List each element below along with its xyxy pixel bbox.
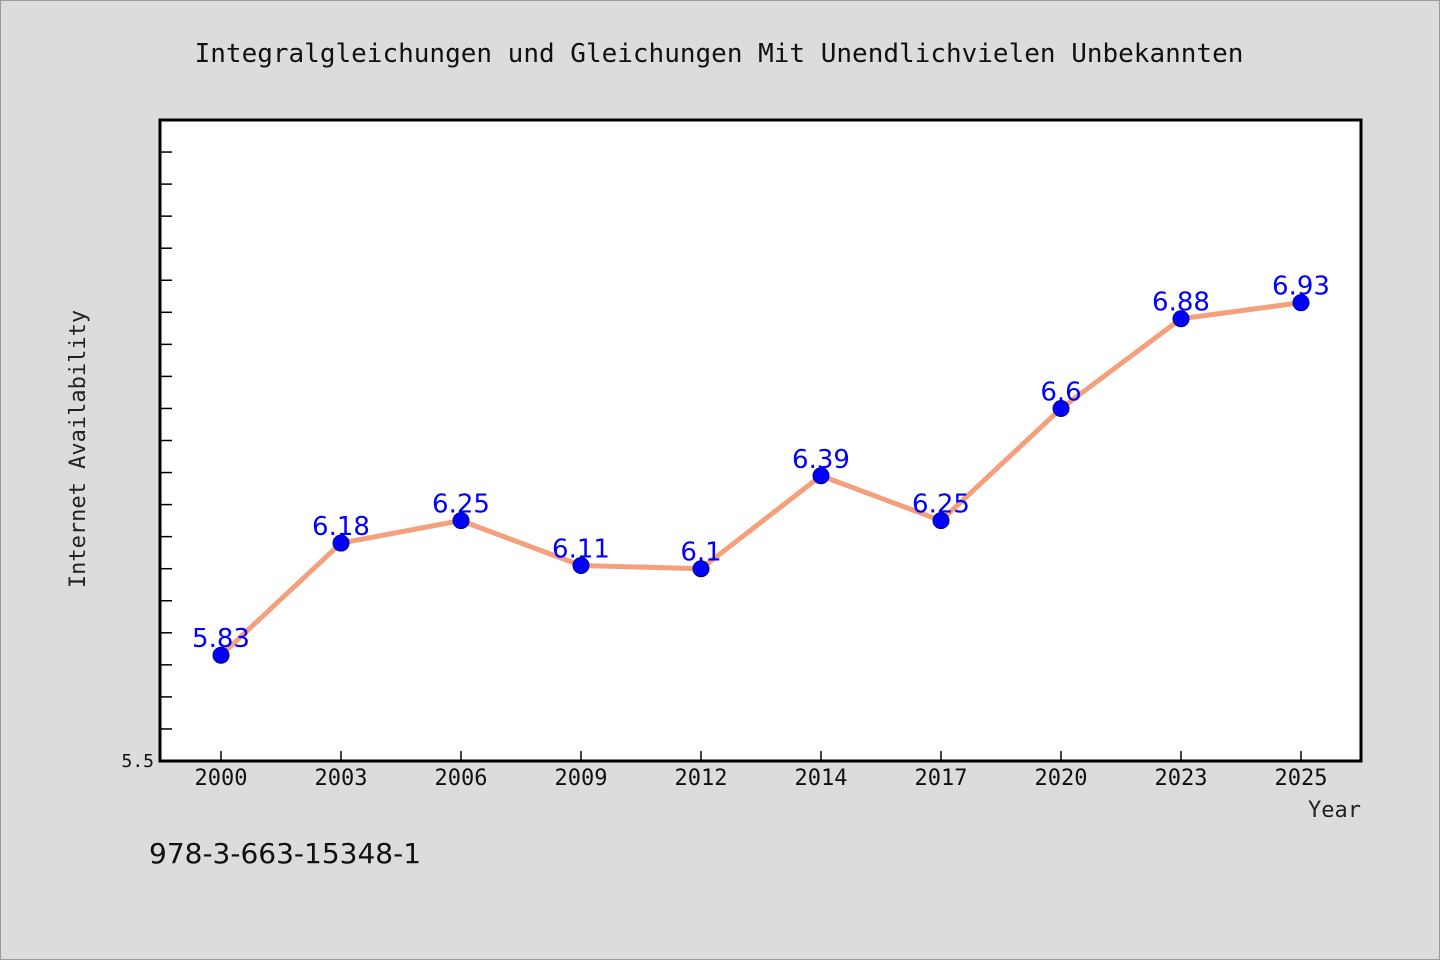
data-label: 6.6: [1040, 377, 1081, 407]
data-label: 6.93: [1272, 272, 1330, 302]
x-tick-label: 2020: [1035, 766, 1088, 791]
data-labels: 5.83 6.18 6.25 6.11 6.1 6.39 6.25 6.6 6.88 6.93: [192, 272, 1330, 655]
data-point: [332, 534, 350, 552]
y-axis-tick-labels: 5.5: [121, 751, 154, 772]
data-point: [572, 556, 590, 574]
data-point: [452, 512, 470, 530]
data-point: [1052, 399, 1070, 417]
data-point: [932, 512, 950, 530]
data-label: 6.11: [552, 534, 610, 564]
y-tick-label: 5.5: [121, 751, 154, 772]
data-label: 6.39: [792, 445, 850, 475]
x-tick-label: 2006: [435, 766, 488, 791]
x-tick-label: 2009: [555, 766, 608, 791]
y-axis-label: Internet Availability: [66, 310, 91, 588]
data-label: 6.25: [912, 490, 970, 520]
x-tick-label: 2000: [195, 766, 248, 791]
series-line: [218, 300, 1304, 658]
x-axis-label: Year: [1308, 798, 1361, 823]
plot-area: [158, 118, 1363, 763]
x-tick-label: 2014: [795, 766, 848, 791]
x-tick-label: 2003: [315, 766, 368, 791]
data-point: [1292, 294, 1310, 312]
data-label: 6.18: [312, 512, 370, 542]
y-axis-ticks: [160, 151, 172, 762]
data-label: 5.83: [192, 624, 250, 654]
x-tick-label: 2023: [1155, 766, 1208, 791]
data-point: [212, 646, 230, 664]
data-label: 6.1: [680, 538, 721, 568]
data-point: [812, 467, 830, 485]
x-axis-tick-labels: 2000 2003 2006 2009 2012 2014 2017 2020 2023 2025: [195, 766, 1328, 791]
chart-title: Integralgleichungen und Gleichungen Mit …: [195, 39, 1244, 69]
x-tick-label: 2017: [915, 766, 968, 791]
x-tick-label: 2025: [1275, 766, 1328, 791]
x-tick-label: 2012: [675, 766, 728, 791]
data-label: 6.88: [1152, 288, 1210, 318]
data-markers: [212, 294, 1310, 664]
data-point: [1172, 310, 1190, 328]
isbn-label: 978-3-663-15348-1: [149, 837, 421, 870]
data-label: 6.25: [432, 490, 490, 520]
data-point: [692, 560, 710, 578]
x-axis-ticks: [220, 751, 1302, 761]
